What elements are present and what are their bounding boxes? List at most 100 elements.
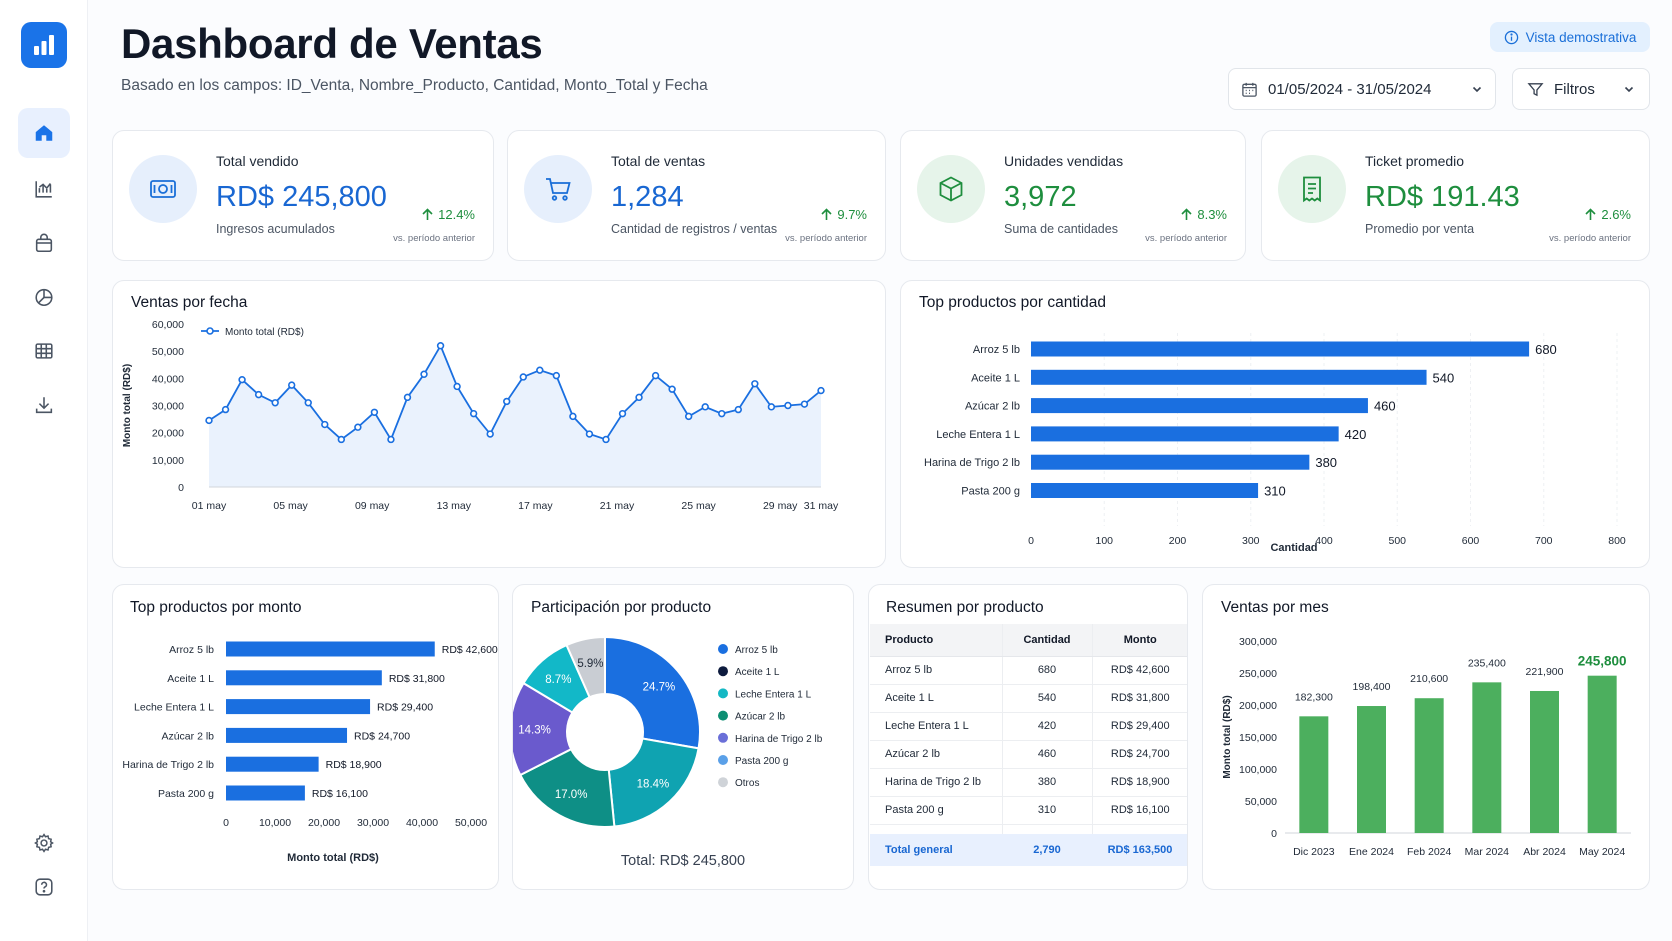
legend-label: Otros (735, 778, 759, 789)
kpi-value: RD$ 191.43 (1365, 181, 1520, 213)
bar-value-label: RD$ 31,800 (389, 673, 445, 685)
category-label: Pasta 200 g (158, 788, 214, 800)
cell-amount: RD$ 31,800 (1092, 684, 1187, 713)
kpi-delta: 9.7% (821, 207, 867, 222)
demo-badge[interactable]: Vista demostrativa (1490, 22, 1650, 52)
table-row[interactable]: Harina de Trigo 2 lb 380 RD$ 18,900 (870, 768, 1187, 797)
data-point (751, 380, 759, 388)
kpi-delta-value: 12.4% (438, 207, 475, 222)
bar-value-label: 210,600 (1410, 673, 1448, 685)
y-axis-label: Monto total (RD$) (122, 364, 133, 447)
kpi-delta: 8.3% (1181, 207, 1227, 222)
cell-product: Arroz 5 lb (870, 656, 1002, 685)
col-header-product[interactable]: Producto (870, 624, 1002, 657)
nav-table[interactable] (18, 326, 70, 376)
bar (226, 641, 435, 657)
legend-marker (206, 327, 214, 335)
nav-home[interactable] (18, 108, 70, 158)
data-point (238, 375, 246, 384)
nav-products[interactable] (18, 218, 70, 268)
arrow-up-icon (422, 208, 433, 220)
top-amount-card: Top productos por monto 0 10,000 20,000 30,… (112, 584, 499, 890)
cell-qty: 420 (1001, 712, 1093, 741)
arrow-up-icon (1585, 208, 1596, 220)
page-subtitle: Basado en los campos: ID_Venta, Nombre_P… (121, 77, 708, 94)
kpi-subtitle: Promedio por venta (1365, 222, 1475, 236)
kpi-delta-value: 2.6% (1601, 207, 1631, 222)
pie-chart-icon (35, 288, 53, 307)
data-point (205, 416, 213, 425)
cell-amount: RD$ 24,700 (1092, 740, 1187, 769)
cell-product: Harina de Trigo 2 lb (870, 768, 1002, 797)
col-header-amount[interactable]: Monto (1092, 624, 1187, 657)
bar (226, 785, 305, 801)
bar (1031, 426, 1339, 442)
category-label: Arroz 5 lb (169, 644, 214, 656)
sales-by-date-chart: 60,000 50,000 40,000 30,000 20,000 10,000 0 Mon… (122, 319, 839, 512)
legend-swatch (718, 710, 728, 721)
table-row[interactable]: Leche Entera 1 L 420 RD$ 29,400 (870, 712, 1187, 741)
table-row[interactable]: Arroz 5 lb 680 RD$ 42,600 (870, 656, 1187, 685)
x-tick-label: 50,000 (455, 817, 487, 829)
nav-settings[interactable] (18, 818, 70, 868)
x-tick-label: 09 may (355, 500, 390, 512)
data-point (370, 408, 379, 416)
top-qty-card: Top productos por cantidad 0 100 200 300 400… (900, 280, 1650, 568)
data-point (651, 371, 660, 380)
donut-slice (518, 747, 616, 828)
x-tick-label: 500 (1388, 535, 1406, 547)
kpi-value: 1,284 (611, 181, 684, 213)
category-label: Leche Entera 1 L (134, 702, 214, 714)
data-point (387, 435, 395, 444)
sidebar (0, 0, 88, 941)
filters-button[interactable]: Filtros (1512, 68, 1650, 110)
table-row[interactable]: Azúcar 2 lb 460 RD$ 24,700 (870, 740, 1187, 769)
x-tick-label: 40,000 (406, 817, 438, 829)
data-point (701, 403, 709, 411)
nav-reports[interactable] (18, 272, 70, 322)
card-title: Resumen por producto (886, 599, 1044, 616)
kpi-card-total-sold: Total vendido RD$ 245,800 Ingresos acumu… (112, 130, 494, 261)
table-header-row: Producto Cantidad Monto (870, 624, 1187, 657)
data-point (453, 382, 461, 391)
cell-amount: RD$ 18,900 (1092, 768, 1187, 797)
info-icon (1504, 30, 1518, 44)
bar-value-label: 310 (1264, 484, 1286, 499)
y-tick-label: 50,000 (152, 346, 184, 358)
home-icon (35, 125, 53, 141)
x-axis-label: Cantidad (1270, 542, 1317, 554)
bar-value-label: RD$ 42,600 (442, 644, 498, 656)
table-row[interactable]: Pasta 200 g 310 RD$ 16,100 (870, 796, 1187, 825)
col-header-qty[interactable]: Cantidad (1001, 624, 1093, 657)
y-tick-label: 300,000 (1239, 636, 1277, 648)
kpi-label: Unidades vendidas (1004, 153, 1124, 169)
legend-label: Harina de Trigo 2 lb (735, 734, 823, 745)
table-icon (35, 343, 53, 359)
nav-export[interactable] (18, 380, 70, 430)
x-tick-label: Mar 2024 (1465, 846, 1510, 858)
data-point (635, 393, 643, 402)
kpi-icon-wrap (917, 155, 985, 223)
bar-value-label: 182,300 (1295, 691, 1333, 703)
legend-label: Aceite 1 L (735, 667, 780, 678)
date-range-picker[interactable]: 01/05/2024 - 31/05/2024 (1228, 68, 1496, 110)
x-tick-label: 20,000 (308, 817, 340, 829)
kpi-value: 3,972 (1004, 181, 1077, 213)
x-tick-label: 700 (1535, 535, 1553, 547)
legend-swatch (718, 688, 728, 699)
cell-amount: RD$ 42,600 (1092, 656, 1187, 685)
table-row[interactable]: Aceite 1 L 540 RD$ 31,800 (870, 684, 1187, 713)
y-tick-label: 250,000 (1239, 668, 1277, 680)
slice-label: 8.7% (545, 674, 571, 686)
legend-swatch (718, 644, 728, 654)
legend-label: Pasta 200 g (735, 756, 788, 767)
page-title: Dashboard de Ventas (121, 20, 543, 67)
data-point (718, 409, 726, 418)
app-logo[interactable] (21, 22, 67, 68)
bar (1587, 675, 1617, 833)
nav-help[interactable] (18, 862, 70, 912)
area-fill (209, 345, 821, 487)
kpi-card-units-sold: Unidades vendidas 3,972 Suma de cantidad… (900, 130, 1246, 261)
nav-analytics[interactable] (18, 164, 70, 214)
arrow-up-icon (821, 208, 832, 220)
